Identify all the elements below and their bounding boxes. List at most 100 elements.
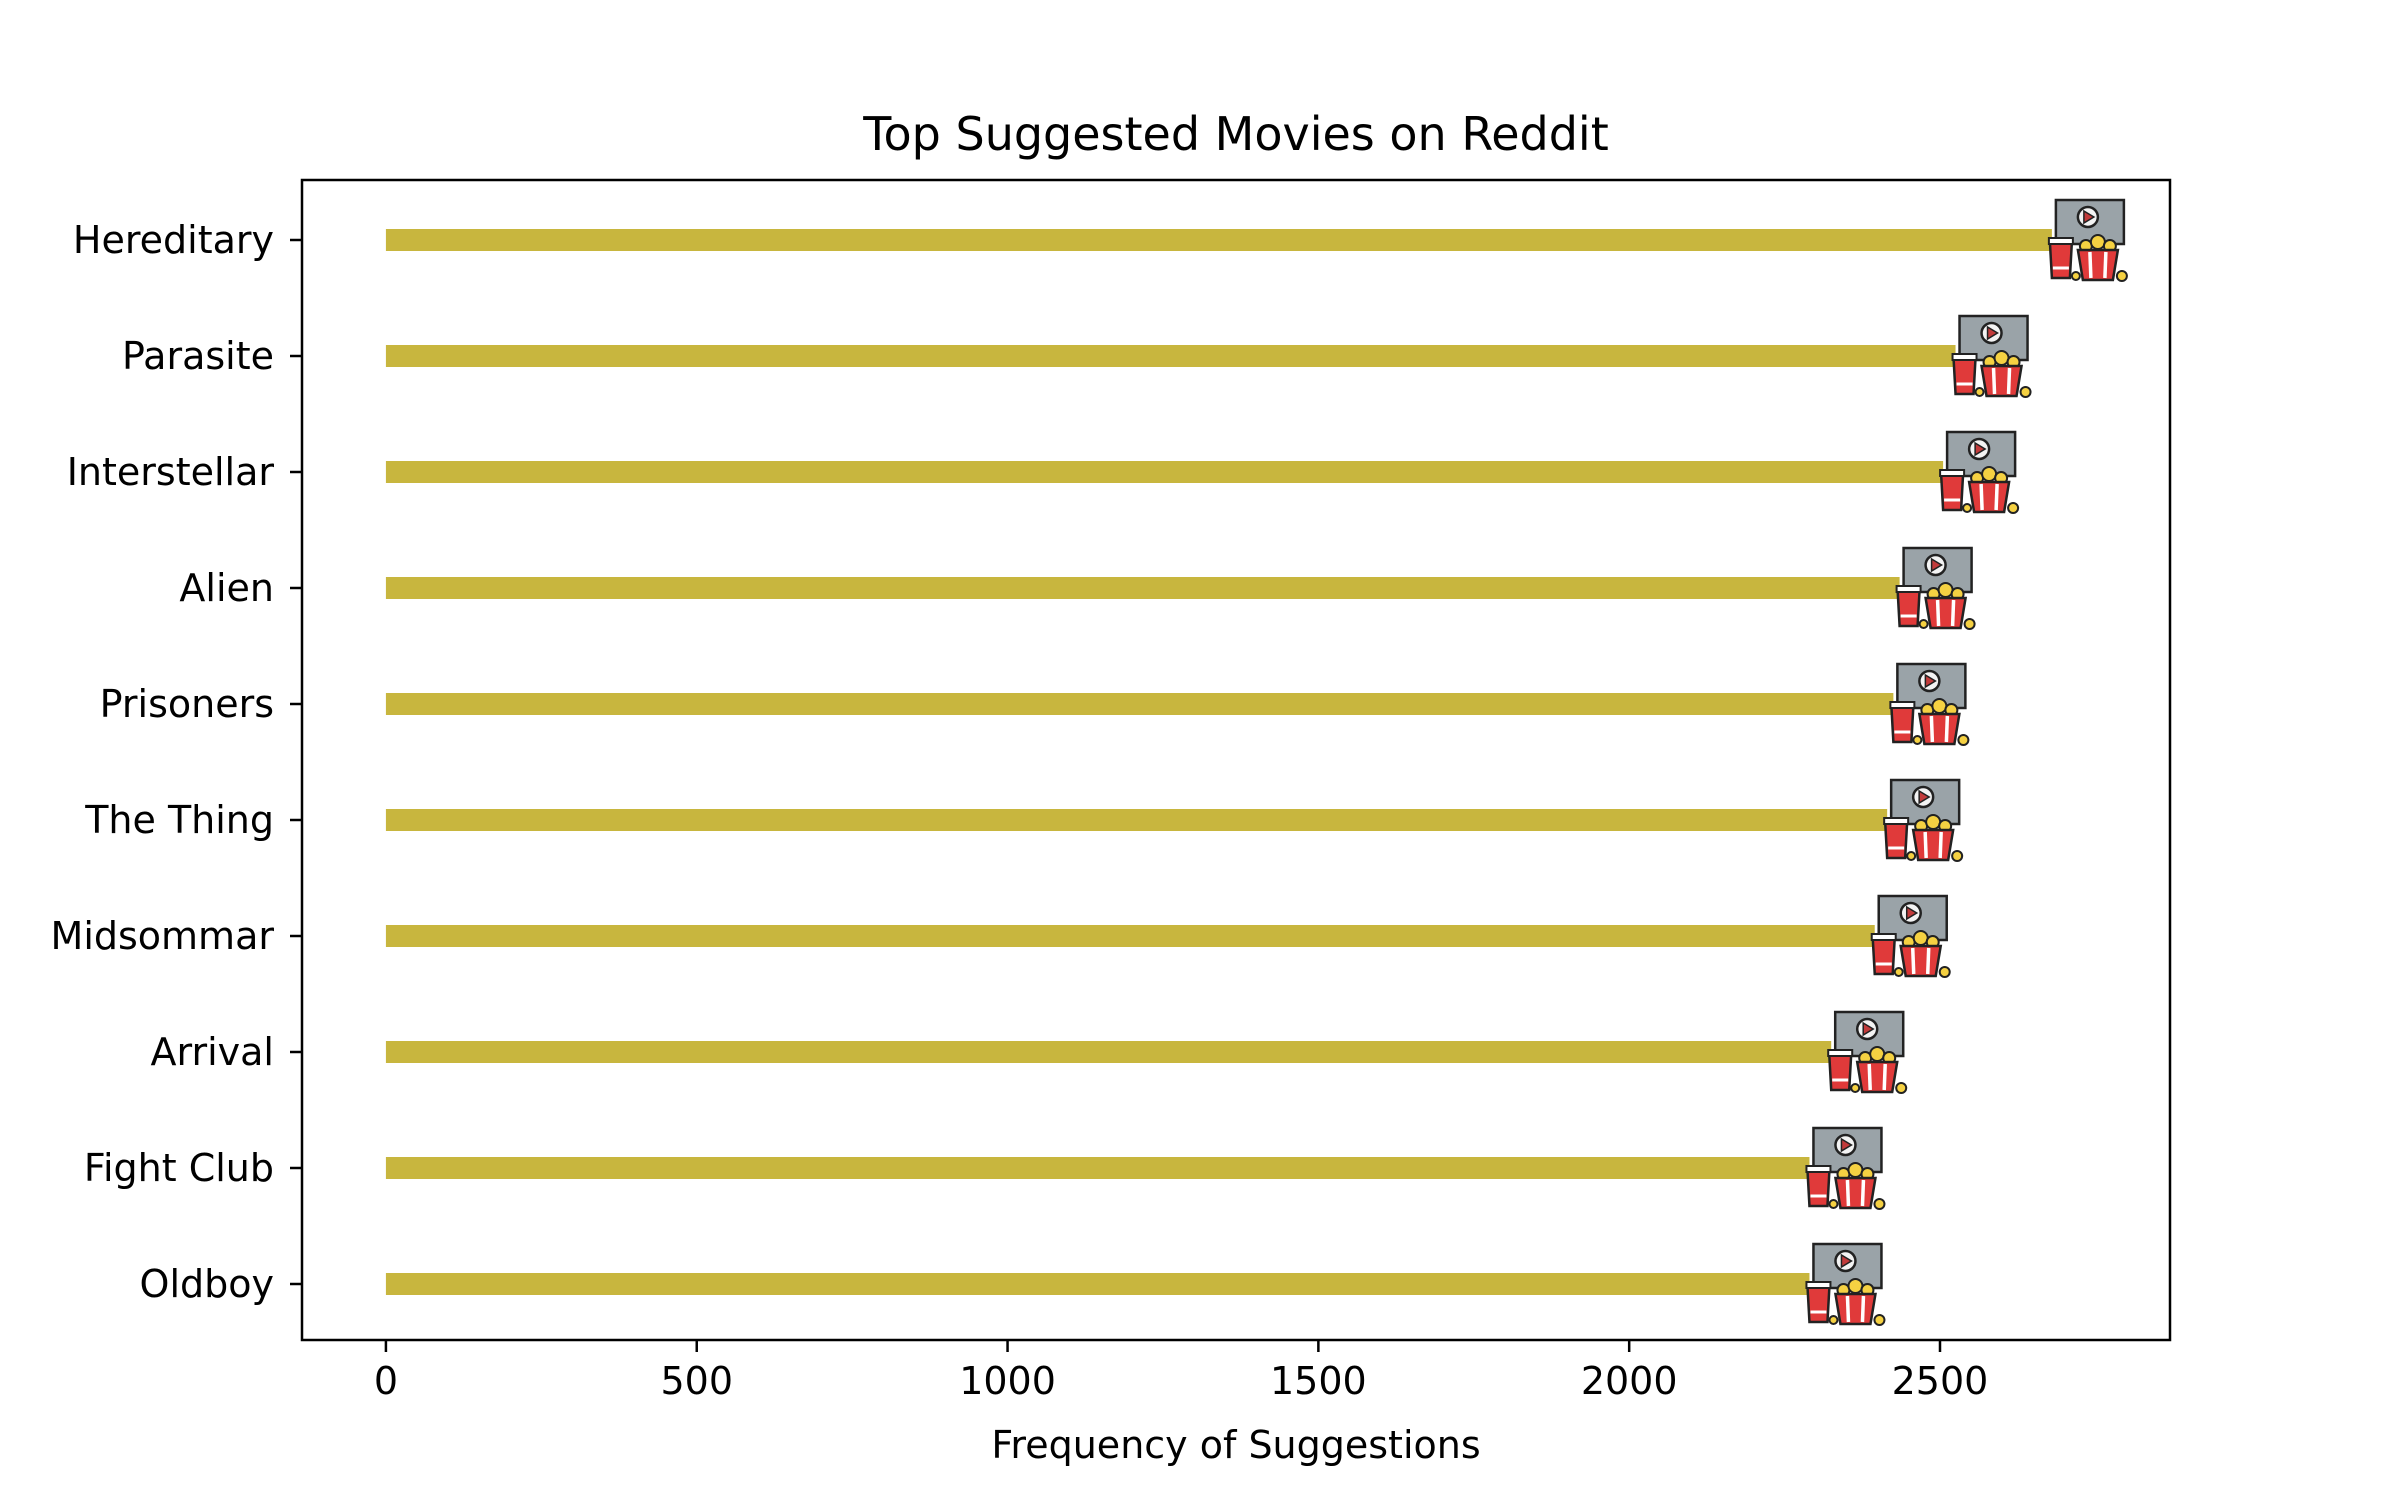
bucket-stripe-shape — [1929, 715, 1935, 743]
popcorn-bucket-shape — [2076, 248, 2120, 282]
y-tick-label: Fight Club — [84, 1146, 274, 1190]
x-tick-label: 1000 — [959, 1359, 1056, 1403]
bucket-stripe-shape — [1860, 1295, 1866, 1323]
movie-popcorn-icon — [1895, 546, 1976, 630]
bucket-stripe-shape — [1923, 831, 1928, 859]
bar-fight-club — [385, 1157, 1810, 1179]
popcorn-bucket-shape — [1917, 712, 1961, 746]
bucket-stripe-shape — [1991, 367, 1997, 395]
x-tick-label: 1500 — [1270, 1359, 1367, 1403]
plot-frame — [300, 178, 2172, 1342]
popcorn-kernel-shape — [1912, 930, 1929, 946]
play-triangle-shape — [1905, 905, 1919, 921]
bucket-stripe-shape — [1845, 1295, 1851, 1323]
popcorn-kernel-shape — [2089, 234, 2106, 250]
movie-popcorn-icon — [1827, 1010, 1908, 1094]
popcorn-kernel-shape — [1981, 466, 1998, 482]
soda-cup-shape — [1883, 820, 1909, 860]
popcorn-bucket-shape — [1833, 1176, 1877, 1210]
y-tick-label: Hereditary — [73, 218, 274, 262]
movie-popcorn-icon — [1805, 1242, 1886, 1326]
popcorn-kernel-shape — [2070, 271, 2081, 281]
y-tick-label: Alien — [179, 566, 274, 610]
play-triangle-shape — [1840, 1253, 1853, 1269]
cup-lid-shape — [1805, 1281, 1832, 1289]
bar-the-thing — [385, 809, 1888, 831]
popcorn-bucket-shape — [1924, 596, 1968, 630]
bar-oldboy — [385, 1273, 1810, 1295]
bucket-stripe-shape — [1882, 1063, 1887, 1091]
cup-lid-shape — [1951, 353, 1978, 361]
cup-lid-shape — [1870, 933, 1897, 941]
play-triangle-shape — [1918, 789, 1931, 805]
x-tick-label: 0 — [374, 1359, 398, 1403]
y-tick-label: Oldboy — [140, 1262, 274, 1306]
popcorn-kernel-shape — [2019, 386, 2032, 398]
popcorn-bucket-shape — [1855, 1060, 1899, 1094]
cup-lid-shape — [1895, 585, 1922, 593]
bucket-stripe-shape — [1950, 599, 1956, 627]
soda-cup-shape — [1806, 1284, 1831, 1324]
bar-interstellar — [385, 461, 1944, 483]
popcorn-kernel-shape — [2007, 502, 2020, 514]
bucket-stripe-shape — [2103, 251, 2108, 279]
soda-cup-shape — [1871, 936, 1897, 976]
bar-prisoners — [385, 693, 1894, 715]
popcorn-kernel-shape — [1993, 350, 2010, 366]
soda-cup-shape — [1939, 472, 1965, 512]
popcorn-kernel-shape — [1931, 698, 1948, 714]
x-tick-label: 2000 — [1581, 1359, 1678, 1403]
movie-popcorn-icon — [1939, 430, 2020, 514]
bucket-stripe-shape — [1935, 599, 1941, 627]
movie-popcorn-icon — [2047, 198, 2128, 282]
popcorn-kernel-shape — [1906, 851, 1917, 861]
play-triangle-shape — [1974, 441, 1987, 457]
play-triangle-shape — [1924, 673, 1937, 689]
popcorn-kernel-shape — [1974, 387, 1985, 397]
popcorn-kernel-shape — [1847, 1278, 1864, 1294]
bar-midsommar — [385, 925, 1875, 947]
popcorn-bucket-shape — [1967, 480, 2011, 514]
popcorn-kernel-shape — [1828, 1315, 1839, 1325]
bucket-stripe-shape — [2088, 251, 2093, 279]
cup-lid-shape — [1883, 817, 1910, 825]
popcorn-kernel-shape — [1962, 503, 1973, 513]
soda-cup-shape — [2048, 240, 2074, 280]
movie-popcorn-icon — [1889, 662, 1970, 746]
popcorn-bucket-shape — [1833, 1292, 1877, 1326]
movie-popcorn-icon — [1883, 778, 1964, 862]
bucket-stripe-shape — [1845, 1179, 1851, 1207]
popcorn-bucket-shape — [1899, 944, 1943, 978]
chart-title: Top Suggested Movies on Reddit — [862, 107, 1608, 161]
soda-cup-shape — [1890, 704, 1915, 744]
popcorn-kernel-shape — [1938, 966, 1951, 978]
popcorn-kernel-shape — [1957, 734, 1970, 746]
play-triangle-shape — [1862, 1021, 1875, 1037]
cup-lid-shape — [1939, 469, 1966, 477]
popcorn-kernel-shape — [1847, 1162, 1864, 1178]
bar-arrival — [385, 1041, 1832, 1063]
movie-popcorn-icon — [1870, 894, 1951, 978]
bucket-stripe-shape — [1944, 715, 1950, 743]
y-tick-label: The Thing — [84, 798, 274, 842]
play-triangle-shape — [1930, 557, 1944, 573]
popcorn-kernel-shape — [2115, 270, 2128, 282]
soda-cup-shape — [1952, 356, 1977, 396]
soda-cup-shape — [1827, 1052, 1853, 1092]
bucket-stripe-shape — [2006, 367, 2012, 395]
plot-area: Hereditary Parasite Interstellar Alien Priso… — [51, 178, 2172, 1403]
popcorn-kernel-shape — [1893, 967, 1904, 977]
play-triangle-shape — [1986, 325, 1999, 341]
movie-popcorn-icon — [1951, 314, 2032, 398]
bucket-stripe-shape — [1925, 947, 1931, 975]
popcorn-kernel-shape — [1925, 814, 1942, 830]
bucket-stripe-shape — [1979, 483, 1984, 511]
cup-lid-shape — [1889, 701, 1916, 709]
bar-alien — [385, 577, 1900, 599]
movie-popcorn-icon — [1805, 1126, 1886, 1210]
soda-cup-shape — [1896, 588, 1921, 628]
y-tick-label: Arrival — [151, 1030, 274, 1074]
cup-lid-shape — [2047, 237, 2074, 245]
